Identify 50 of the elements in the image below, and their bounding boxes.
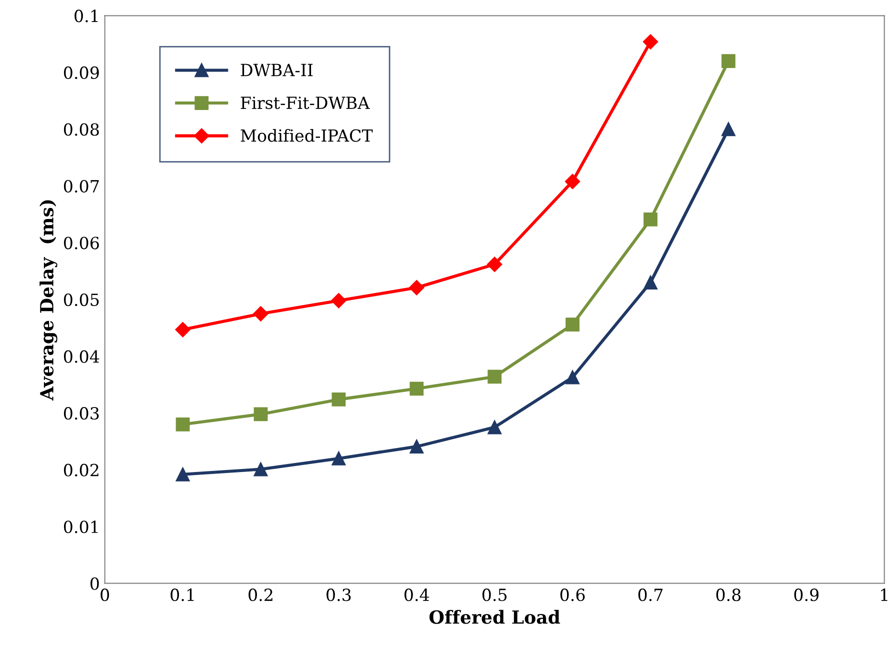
y-tick-label: 0.08 [64, 123, 99, 136]
x-axis-title: Offered Load [429, 610, 560, 624]
point [488, 420, 502, 434]
point [722, 54, 736, 68]
x-tick-label: 1 [881, 588, 888, 601]
x-tick-label: 0.5 [482, 588, 507, 602]
legend-label: First-Fit-DWBA [240, 96, 370, 110]
point [410, 440, 424, 454]
point [254, 407, 268, 422]
point [176, 467, 190, 482]
point [487, 256, 502, 272]
x-tick-label: 0 [100, 588, 110, 602]
point [332, 452, 346, 466]
point [410, 382, 424, 396]
point [253, 306, 268, 322]
y-tick-label: 0.05 [64, 293, 99, 306]
point [644, 212, 658, 226]
x-tick-label: 0.3 [326, 588, 351, 602]
point [254, 462, 268, 476]
x-tick-label: 0.8 [716, 588, 741, 602]
point [176, 417, 190, 432]
y-tick-label: 0 [90, 577, 99, 590]
point [409, 280, 424, 296]
y-tick-label: 0.06 [64, 236, 99, 250]
point [488, 370, 502, 384]
legend-label: Modified-IPACT [240, 128, 373, 142]
point [722, 122, 736, 136]
y-tick-label: 0.03 [64, 407, 99, 420]
y-tick-label: 0.09 [64, 66, 99, 80]
y-tick-label: 0.01 [64, 520, 98, 534]
y-tick-label: 0.04 [64, 350, 100, 363]
point [175, 322, 190, 338]
x-tick-label: 0.1 [170, 588, 194, 602]
point [331, 293, 346, 308]
y-tick-label: 0.02 [64, 464, 98, 476]
y-axis-title: Average Delay (ms) [40, 200, 58, 401]
point [564, 174, 580, 190]
x-tick-label: 0.4 [404, 588, 430, 602]
point [566, 318, 580, 332]
point [644, 276, 658, 290]
legend-label: DWBA-II [240, 64, 313, 76]
x-tick-label: 0.2 [248, 588, 272, 602]
y-tick-label: 0.07 [64, 180, 99, 193]
x-tick-label: 0.7 [638, 588, 663, 602]
x-tick-label: 0.6 [560, 588, 585, 602]
point [642, 34, 658, 50]
x-tick-label: 0.9 [794, 588, 819, 602]
y-tick-label: 0.1 [74, 10, 98, 22]
point [332, 392, 346, 406]
point [566, 370, 580, 384]
